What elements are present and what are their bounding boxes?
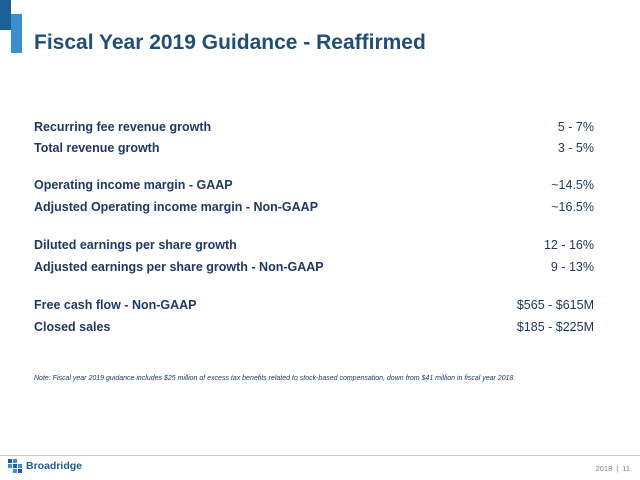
guidance-value: $185 - $225M [516,320,594,334]
accent-bar-light [11,14,22,53]
guidance-value: 3 - 5% [557,141,594,155]
guidance-label: Adjusted Operating income margin - Non-G… [34,200,319,214]
guidance-label: Diluted earnings per share growth [34,238,237,252]
guidance-value: ~16.5% [551,200,594,214]
guidance-label: Total revenue growth [34,141,160,155]
guidance-row-adjusted-eps-growth: Adjusted earnings per share growth - Non… [34,260,594,278]
guidance-label: Free cash flow - Non-GAAP [34,298,197,312]
guidance-value: $565 - $615M [516,298,594,312]
guidance-row-recurring-fee-revenue: Recurring fee revenue growth 5 - 7% [34,120,594,138]
page-title: Fiscal Year 2019 Guidance - Reaffirmed [34,31,426,54]
footnote: Note: Fiscal year 2019 guidance includes… [34,375,516,382]
guidance-label: Recurring fee revenue growth [34,120,212,134]
guidance-label: Operating income margin - GAAP [34,178,233,192]
page-number: 11 [622,464,630,473]
footer-divider [0,455,640,456]
accent-bar-dark [0,0,11,30]
footer-year: 2018 [595,464,613,473]
guidance-value: 12 - 16% [543,238,594,252]
guidance-value: ~14.5% [551,178,594,192]
guidance-label: Adjusted earnings per share growth - Non… [34,260,324,274]
guidance-row-operating-margin-gaap: Operating income margin - GAAP ~14.5% [34,178,594,196]
guidance-row-diluted-eps-growth: Diluted earnings per share growth 12 - 1… [34,238,594,256]
guidance-value: 9 - 13% [550,260,594,274]
guidance-row-closed-sales: Closed sales $185 - $225M [34,320,594,338]
guidance-row-free-cash-flow: Free cash flow - Non-GAAP $565 - $615M [34,298,594,316]
guidance-label: Closed sales [34,320,111,334]
broadridge-logo-icon [8,459,22,473]
logo-text: Broadridge [26,460,83,472]
footer-page-info: 2018 | 11 [596,464,630,473]
guidance-value: 5 - 7% [557,120,594,134]
guidance-row-total-revenue: Total revenue growth 3 - 5% [34,141,594,159]
footer-separator: | [616,464,619,473]
broadridge-logo: Broadridge [8,458,82,474]
guidance-row-adjusted-operating-margin: Adjusted Operating income margin - Non-G… [34,200,594,218]
